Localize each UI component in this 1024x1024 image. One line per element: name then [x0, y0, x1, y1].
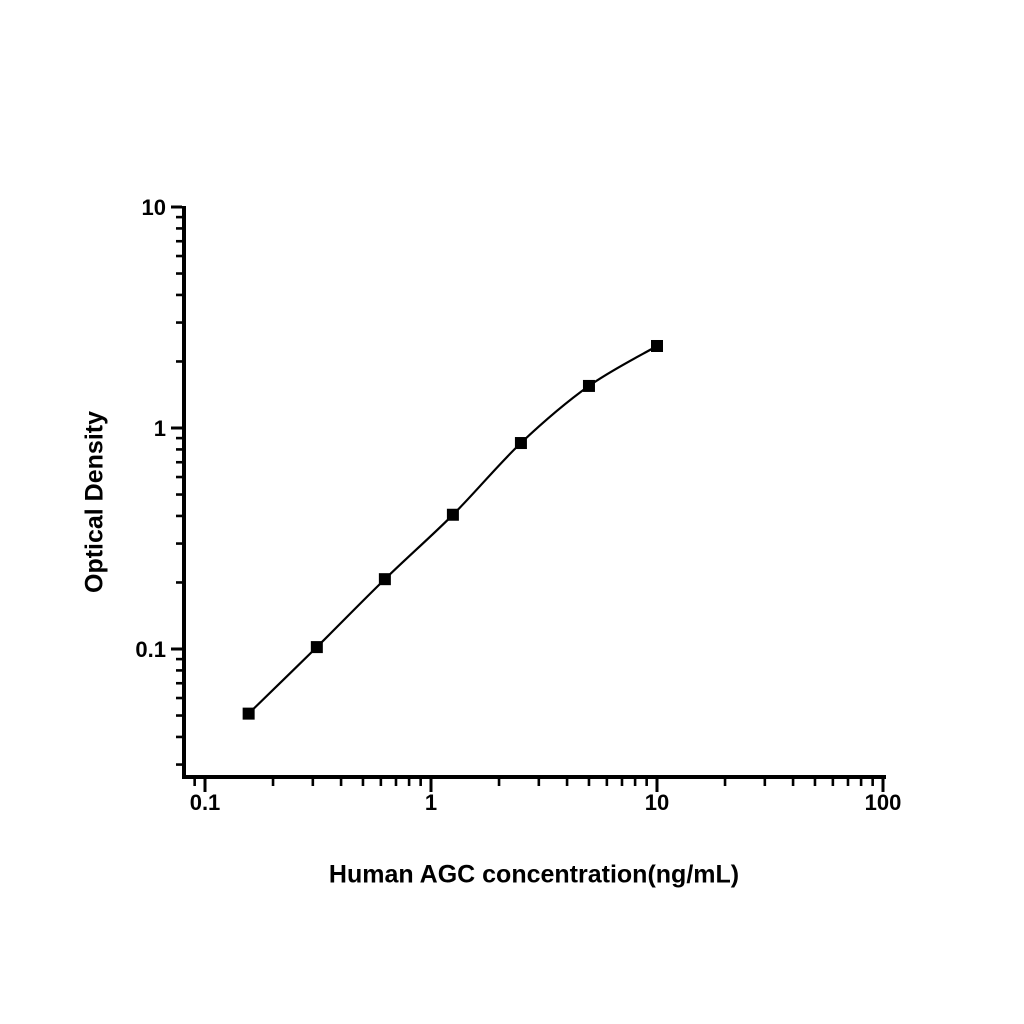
- data-point-marker: [242, 707, 255, 720]
- data-point-marker: [378, 573, 391, 586]
- data-point-marker: [651, 339, 663, 352]
- x-tick-label: 0.1: [190, 790, 221, 815]
- y-tick-label: 1: [154, 416, 166, 441]
- x-tick-label: 10: [645, 790, 669, 815]
- x-tick-label: 100: [865, 790, 902, 815]
- x-tick-label: 1: [425, 790, 437, 815]
- data-point-marker: [310, 641, 323, 654]
- y-tick-label: 0.1: [135, 637, 166, 662]
- data-point-marker: [514, 437, 527, 450]
- x-axis-title: Human AGC concentration(ng/mL): [328, 860, 740, 889]
- data-point-marker: [582, 379, 595, 392]
- y-tick-label: 10: [142, 195, 166, 220]
- curve-line: [247, 345, 658, 715]
- y-axis-title: Optical Density: [80, 411, 109, 593]
- data-point-marker: [446, 508, 459, 521]
